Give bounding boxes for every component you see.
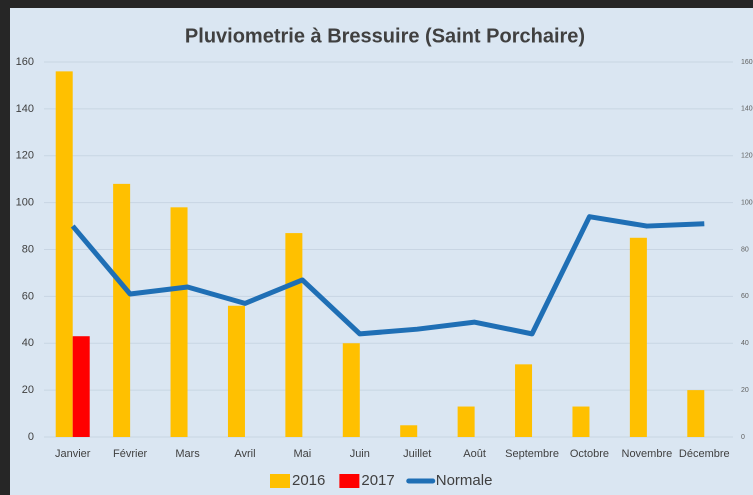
y2-tick-label: 20 (741, 387, 749, 394)
bar (457, 406, 475, 437)
y-tick-label: 100 (16, 197, 34, 209)
y-tick-label: 20 (22, 384, 34, 396)
x-tick-label: Mai (294, 448, 312, 460)
legend-label: Normale (436, 472, 493, 489)
legend-label: 2016 (292, 472, 325, 489)
x-tick-label: Janvier (55, 448, 91, 460)
y-tick-label: 140 (16, 103, 34, 115)
y2-tick-label: 40 (741, 340, 749, 347)
bar (687, 390, 705, 437)
y2-tick-label: 60 (741, 293, 749, 300)
y2-tick-label: 0 (741, 434, 745, 441)
bar (629, 237, 647, 437)
chart-title: Pluviometrie à Bressuire (Saint Porchair… (185, 25, 585, 47)
x-tick-label: Mars (175, 448, 200, 460)
y2-tick-label: 120 (741, 153, 753, 160)
y2-tick-label: 160 (741, 59, 753, 66)
legend-label: 2017 (361, 472, 394, 489)
x-tick-label: Février (113, 448, 148, 460)
bar (227, 305, 245, 437)
bar (170, 207, 188, 437)
x-tick-label: Juillet (403, 448, 431, 460)
line-series (70, 214, 705, 337)
bar (113, 183, 131, 437)
bar (400, 425, 418, 437)
x-tick-label: Juin (350, 448, 370, 460)
x-tick-label: Septembre (505, 448, 559, 460)
y-tick-label: 60 (22, 290, 34, 302)
y-tick-label: 0 (28, 431, 34, 443)
y-tick-label: 120 (16, 150, 34, 162)
legend-swatch (339, 474, 360, 488)
y-tick-label: 80 (22, 243, 34, 255)
legend-swatch (270, 474, 290, 488)
x-tick-label: Octobre (570, 448, 609, 460)
y-tick-label: 40 (22, 337, 34, 349)
bar (55, 71, 73, 437)
x-tick-label: Août (463, 448, 486, 460)
bar (72, 336, 90, 437)
bar (515, 364, 533, 437)
bar (285, 233, 303, 437)
y2-tick-label: 140 (741, 106, 753, 113)
x-tick-label: Décembre (679, 448, 730, 460)
x-tick-label: Novembre (622, 448, 673, 460)
x-tick-label: Avril (234, 448, 255, 460)
y2-tick-label: 100 (741, 199, 753, 206)
bar (342, 343, 360, 437)
y-tick-label: 160 (16, 56, 34, 68)
bar (572, 406, 590, 437)
chart-panel (10, 8, 753, 495)
y2-tick-label: 80 (741, 246, 749, 253)
